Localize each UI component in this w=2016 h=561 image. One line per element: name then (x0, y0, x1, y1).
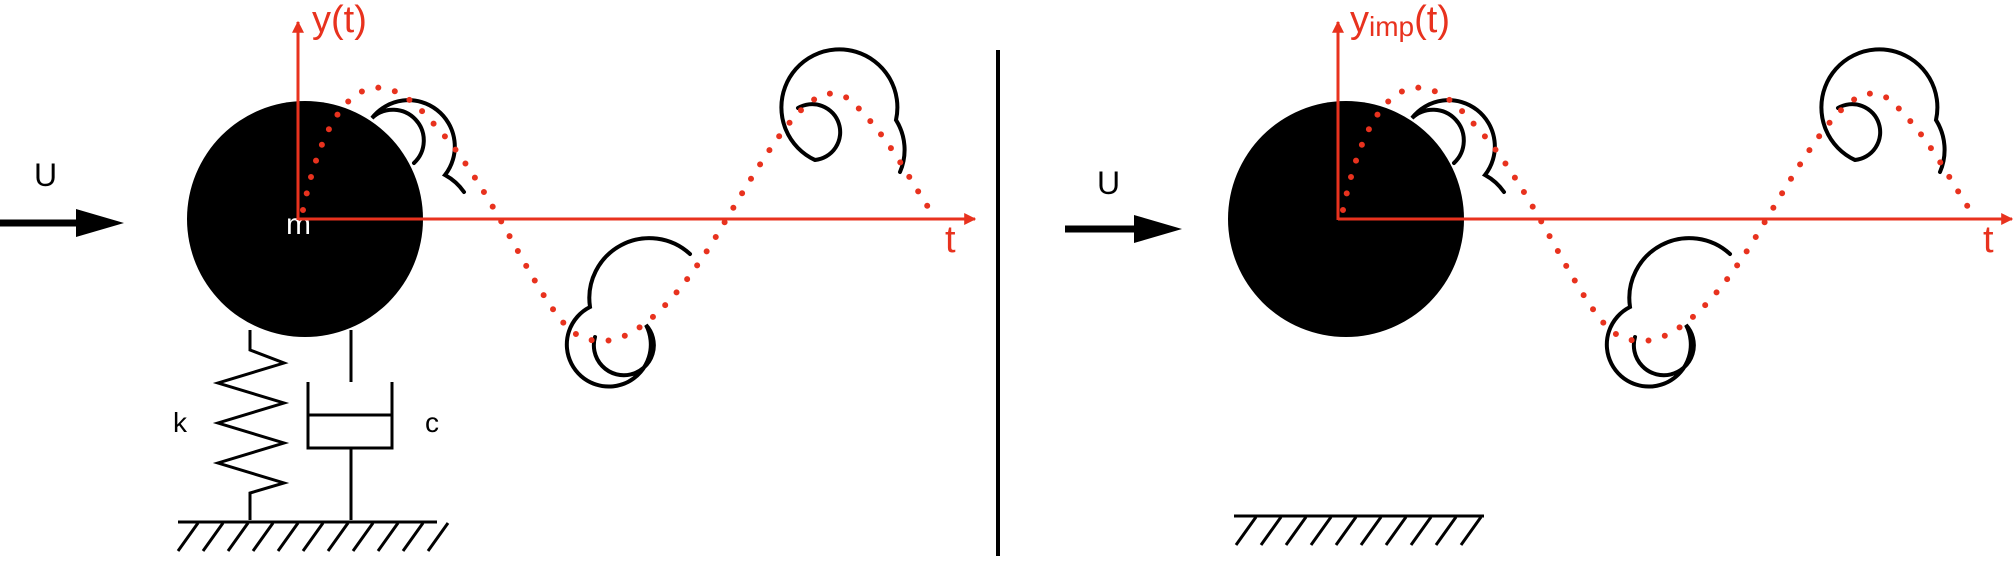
vortex-1 (1410, 98, 1506, 194)
y-axis-label-subscript: imp (1369, 11, 1414, 42)
vortex-wake (370, 47, 907, 389)
vortex-2 (1604, 236, 1732, 389)
flow-label: U (34, 157, 57, 193)
damper (306, 330, 394, 520)
ground-hatch (1234, 514, 1484, 546)
vortex-wake (1410, 47, 1947, 389)
spring-label: k (173, 407, 188, 438)
flow-label: U (1097, 165, 1120, 201)
displacement-trajectory (300, 84, 933, 345)
vortex-2 (564, 236, 692, 389)
vortex-1 (370, 98, 466, 194)
vortex-3 (779, 47, 907, 174)
spring (212, 330, 290, 520)
y-axis-label: y(t) (312, 0, 367, 41)
vortex-3 (1819, 47, 1947, 174)
right-panel: U yimp(t) t (1065, 0, 2014, 546)
flow-arrow (1065, 215, 1182, 243)
y-axis-label: yimp(t) (1350, 0, 1450, 42)
damper-label: c (425, 407, 439, 438)
t-axis-label: t (1983, 219, 1994, 261)
displacement-trajectory (1340, 84, 1973, 345)
y-axis-label-main: y (1350, 0, 1369, 41)
t-axis-label: t (945, 219, 956, 261)
flow-arrow (0, 209, 124, 237)
left-panel: U k c m (0, 0, 977, 552)
y-axis-label-arg: (t) (1414, 0, 1450, 41)
ground-hatch (176, 520, 450, 552)
